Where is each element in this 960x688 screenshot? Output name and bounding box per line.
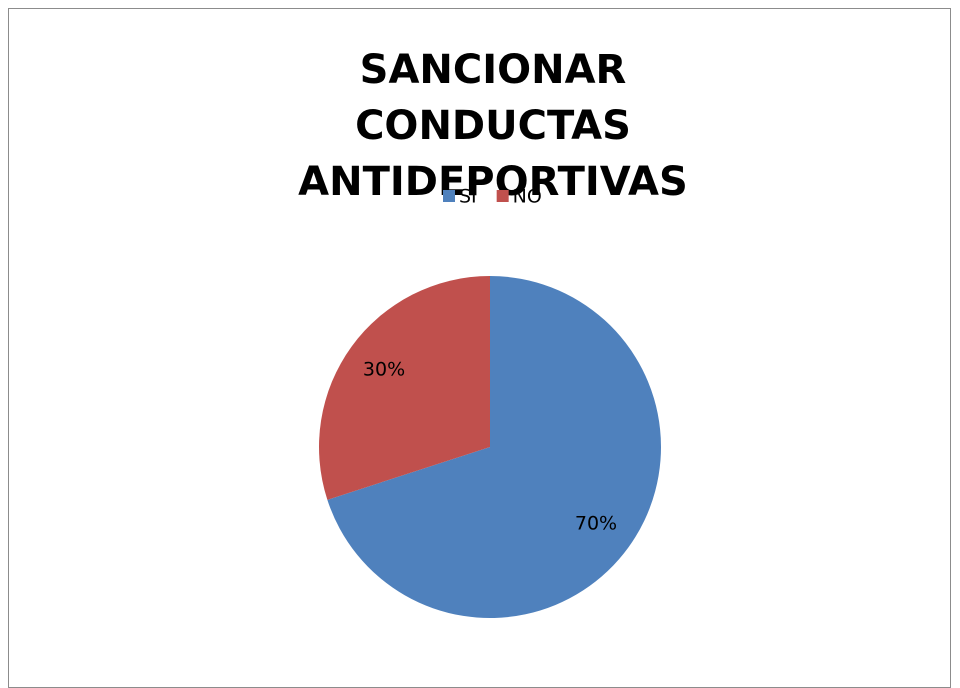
chart: 70% 30% SI NO — [319, 186, 661, 618]
data-label: 30% — [363, 359, 405, 381]
legend-swatch — [443, 190, 455, 202]
legend-label: SI — [459, 186, 477, 208]
pie-slice — [319, 276, 490, 500]
legend-label: NO — [513, 186, 542, 208]
chart-title: SANCIONAR CONDUCTAS ANTIDEPORTIVAS — [298, 47, 688, 205]
pie-slice — [327, 276, 661, 618]
data-label: 70% — [575, 512, 617, 534]
legend-swatch — [496, 190, 509, 202]
